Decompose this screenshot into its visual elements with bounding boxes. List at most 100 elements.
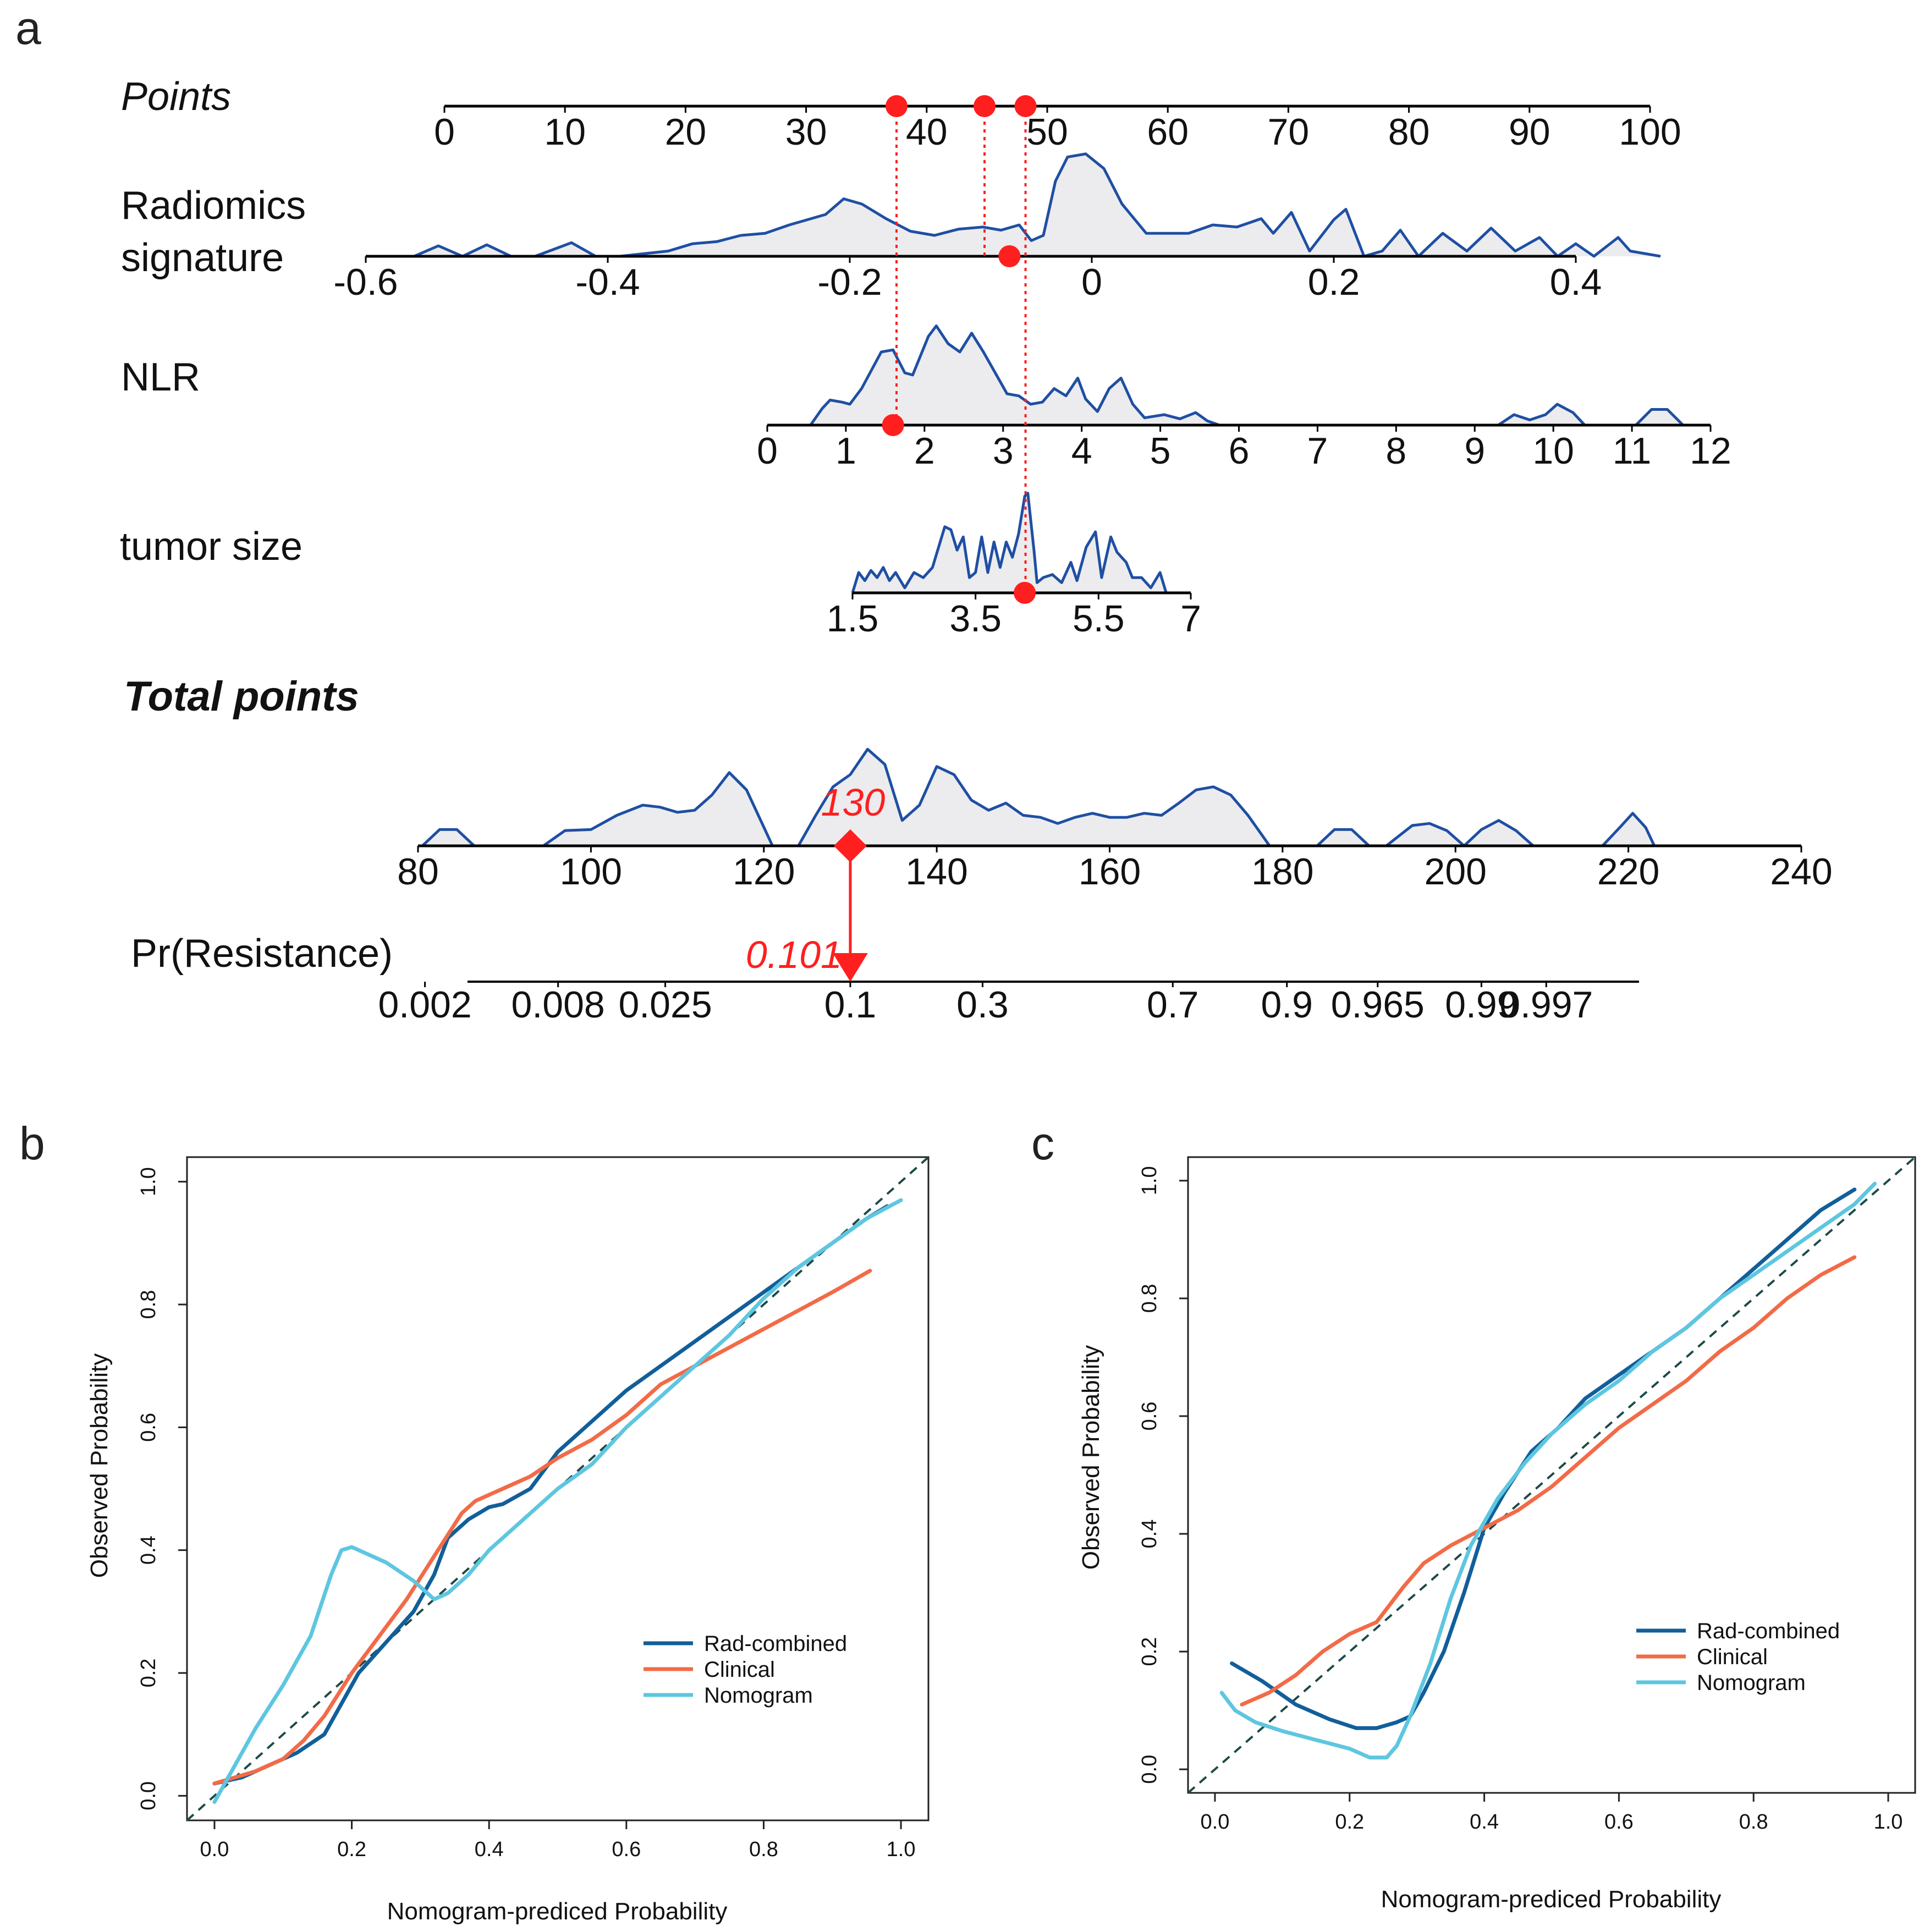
calibration-plot-c: Nomogram-prediced Probability Observed P… [1077,1156,1916,1913]
tick-label-pr-resistance: 0.002 [378,984,471,1026]
panel-label-b: b [19,1118,45,1169]
tick-label-pr-resistance: 0.9 [1261,984,1313,1026]
marker-diamond-total-points [833,829,867,862]
tick-label-pr-resistance: 0.99 [1445,984,1517,1026]
tick-label-nlr: 4 [1071,430,1092,472]
y-tick-label-b: 0.0 [137,1781,160,1810]
tick-label-nlr: 2 [914,430,935,472]
tick-label-points: 40 [906,111,948,153]
x-tick-label-c: 0.4 [1470,1810,1499,1834]
tick-label-nlr: 9 [1464,430,1485,472]
density-line-nlr [809,324,1684,427]
x-tick-label-c: 0.8 [1739,1810,1768,1834]
plot-frame-b [186,1156,930,1821]
plot-frame-c [1187,1156,1916,1794]
series-line-rad-combined-b [212,1204,889,1786]
diagonal-reference-c [1187,1156,1916,1794]
legend-label-b: Rad-combined [704,1632,847,1656]
density-line-tumor_size [851,492,1168,593]
x-tick-label-c: 1.0 [1874,1810,1903,1834]
x-tick-label-b: 0.8 [749,1838,778,1861]
row-label-total-points: Total points [124,673,359,720]
x-tick-label-b: 0.4 [475,1838,504,1861]
y-tick-label-b: 0.8 [137,1290,160,1319]
tick-label-radiomics: 0.4 [1550,261,1602,303]
row-label-points: Points [121,75,231,119]
tick-label-tumor_size: 3.5 [949,598,1002,640]
tick-label-points: 80 [1388,111,1430,153]
y-tick-label-b: 0.4 [137,1535,160,1565]
y-tick-label-c: 0.8 [1138,1284,1161,1313]
tick-label-pr-resistance: 0.1 [824,984,877,1026]
y-tick-label-c: 1.0 [1138,1166,1161,1195]
panel-label-a: a [15,2,41,54]
x-tick-label-b: 0.0 [200,1838,229,1861]
row-label-radiomics-line2: signature [121,236,284,280]
tick-label-points: 0 [434,111,455,153]
tick-label-points: 90 [1509,111,1550,153]
tick-label-nlr: 1 [835,430,856,472]
density-fill-radiomics [414,153,1660,256]
legend-label-c: Rad-combined [1697,1619,1840,1643]
tick-label-pr-resistance: 0.025 [618,984,712,1026]
tick-label-total_points: 140 [905,851,967,893]
y-tick-label-c: 0.2 [1138,1637,1161,1666]
tick-label-points: 50 [1026,111,1068,153]
marker-label-total-points: 130 [821,781,886,824]
marker-dot-radiomics [998,245,1021,267]
x-tick-label-c: 0.6 [1604,1810,1634,1834]
tick-label-nlr: 5 [1150,430,1171,472]
tick-label-nlr: 10 [1532,430,1574,472]
series-line-nomogram-b [212,1198,903,1804]
x-axis-label-b: Nomogram-prediced Probability [387,1898,728,1925]
tick-label-points: 60 [1147,111,1189,153]
x-tick-label-c: 0.2 [1335,1810,1364,1834]
tick-label-nlr: 12 [1690,430,1731,472]
marker-dot-nlr [882,414,904,436]
y-tick-label-b: 0.2 [137,1659,160,1688]
marker-label-pr-resistance: 0.101 [746,933,842,976]
series-line-clinical-b [212,1269,872,1786]
x-axis-label-c: Nomogram-prediced Probability [1381,1886,1722,1913]
tick-label-total_points: 100 [560,851,622,893]
x-tick-label-b: 0.2 [337,1838,366,1861]
tick-label-points: 100 [1619,111,1681,153]
legend-label-b: Clinical [704,1658,775,1682]
row-label-pr-resistance: Pr(Resistance) [131,932,393,976]
marker-triangle-pr-resistance [832,953,868,982]
row-label-nlr: NLR [121,355,200,399]
tick-label-radiomics: 0 [1081,261,1102,303]
tick-label-radiomics: 0.2 [1308,261,1360,303]
tick-label-radiomics: -0.4 [575,261,640,303]
tick-label-nlr: 7 [1307,430,1328,472]
tick-label-pr-resistance: 0.965 [1331,984,1425,1026]
panel-label-c: c [1031,1118,1054,1169]
row-label-radiomics-line1: Radiomics [121,184,306,228]
tick-label-pr-resistance: 0.997 [1499,984,1593,1026]
density-line-total_points [421,747,1656,847]
plot-b-marks: 0.0 0.2 0.4 0.6 0.8 1.0 0.0 0.2 0.4 0.6 0.8 1.0 Rad-… [137,1156,930,1861]
tick-label-nlr: 0 [757,430,778,472]
tick-label-total_points: 160 [1079,851,1141,893]
tick-label-nlr: 3 [993,430,1014,472]
nomogram-panel: Points Radiomics signature NLR tumor siz… [120,75,1833,1026]
y-tick-label-b: 0.6 [137,1413,160,1442]
tick-label-pr-resistance: 0.008 [512,984,605,1026]
tick-label-nlr: 6 [1229,430,1250,472]
tick-label-tumor_size: 5.5 [1073,598,1125,640]
tick-label-points: 20 [665,111,707,153]
y-axis-label-c: Observed Probability [1077,1345,1104,1570]
y-tick-label-c: 0.6 [1138,1402,1161,1431]
tick-label-nlr: 8 [1385,430,1406,472]
y-tick-label-c: 0.4 [1138,1520,1161,1549]
tick-label-tumor_size: 1.5 [827,598,879,640]
tick-label-pr-resistance: 0.3 [956,984,1009,1026]
series-line-nomogram-c [1219,1181,1877,1760]
tick-label-nlr: 11 [1613,430,1652,472]
legend-label-b: Nomogram [704,1683,813,1708]
tick-label-pr-resistance: 0.7 [1147,984,1199,1026]
legend-label-c: Nomogram [1697,1671,1806,1695]
x-tick-label-c: 0.0 [1201,1810,1230,1834]
